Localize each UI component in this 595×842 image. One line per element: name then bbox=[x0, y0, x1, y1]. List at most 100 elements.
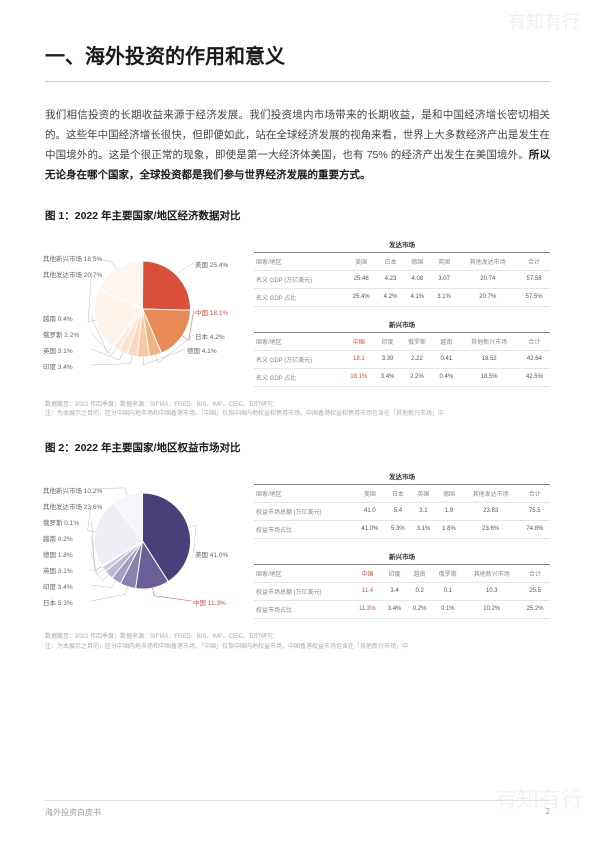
table-cell: 3.07 bbox=[431, 270, 458, 288]
table-cell: 3.4 bbox=[382, 582, 407, 600]
fig1-source-l1: 数据截至：2022 年四季度；数据来源：SIFMA、FRED、BIS、IMF、C… bbox=[45, 401, 550, 411]
table-header: 其他发达市场 bbox=[458, 253, 519, 271]
fig1-pie: 美国 25.4%中国 18.1%日本 4.2%德国 4.1%印度 3.4%英国 … bbox=[45, 235, 240, 383]
table-header: 日本 bbox=[377, 253, 404, 271]
table-header: 国家/地区 bbox=[254, 333, 343, 351]
fig2-pie: 美国 41.0%中国 11.3%日本 5.3%印度 3.4%英国 3.1%德国 … bbox=[45, 467, 240, 615]
table-header: 其他发达市场 bbox=[462, 485, 520, 503]
page-heading: 一、海外投资的作用和意义 bbox=[45, 40, 550, 82]
table-cell: 4.1% bbox=[404, 288, 431, 306]
table-header: 国家/地区 bbox=[254, 485, 355, 503]
fig2-dev-title: 发达市场 bbox=[254, 467, 550, 485]
fig1-source: 数据截至：2022 年四季度；数据来源：SIFMA、FRED、BIS、IMF、C… bbox=[45, 401, 550, 420]
table-cell: 3.4% bbox=[382, 600, 407, 618]
table-cell: 名义 GDP (万亿美元) bbox=[254, 350, 343, 368]
fig1-source-l2: 注：为本展示之目的，区分中国内地市场和中国香港市场。「中国」仅指中国内地权益和债… bbox=[45, 410, 550, 420]
table-header: 中国 bbox=[353, 565, 382, 583]
fig1-block: 美国 25.4%中国 18.1%日本 4.2%德国 4.1%印度 3.4%英国 … bbox=[45, 235, 550, 395]
table-cell: 1.8% bbox=[436, 520, 462, 538]
table-cell: 0.41 bbox=[433, 350, 459, 368]
fig1-dev-table: 国家/地区美国日本德国英国其他发达市场合计名义 GDP (万亿美元)25.464… bbox=[254, 253, 550, 307]
table-cell: 18.5% bbox=[459, 368, 518, 386]
table-cell: 权益市场总额 (万亿美元) bbox=[254, 502, 355, 520]
table-header: 美国 bbox=[345, 253, 377, 271]
footer-right: 2 bbox=[546, 807, 550, 818]
table-header: 美国 bbox=[355, 485, 385, 503]
fig2-emg-title: 新兴市场 bbox=[254, 547, 550, 565]
table-cell: 10.2% bbox=[463, 600, 520, 618]
table-cell: 2.2% bbox=[401, 368, 434, 386]
table-header: 俄罗斯 bbox=[432, 565, 463, 583]
table-header: 国家/地区 bbox=[254, 253, 345, 271]
table-cell: 3.4% bbox=[374, 368, 400, 386]
table-cell: 名义 GDP 占比 bbox=[254, 288, 345, 306]
fig2-block: 美国 41.0%中国 11.3%日本 5.3%印度 3.4%英国 3.1%德国 … bbox=[45, 467, 550, 627]
fig2-source-l2: 注：为本展示之目的，区分中国内地市场和中国香港市场。「中国」仅指中国内地权益市场… bbox=[45, 643, 550, 653]
table-header: 英国 bbox=[431, 253, 458, 271]
table-cell: 权益市场总额 (万亿美元) bbox=[254, 582, 353, 600]
table-cell: 74.8% bbox=[520, 520, 550, 538]
table-cell: 42.64 bbox=[519, 350, 550, 368]
table-cell: 20.74 bbox=[458, 270, 519, 288]
fig1-dev-title: 发达市场 bbox=[254, 235, 550, 253]
fig2-tables: 发达市场 国家/地区美国日本英国德国其他发达市场合计权益市场总额 (万亿美元)4… bbox=[254, 467, 550, 627]
table-cell: 5.4 bbox=[385, 502, 411, 520]
fig2-emg-table: 国家/地区中国印度越南俄罗斯其他新兴市场合计权益市场总额 (万亿美元)11.43… bbox=[254, 565, 550, 619]
table-cell: 1.9 bbox=[436, 502, 462, 520]
watermark-top: 有知有行 bbox=[508, 8, 580, 34]
table-cell: 25.2% bbox=[520, 600, 550, 618]
table-cell: 3.1% bbox=[411, 520, 437, 538]
fig2-source-l1: 数据截至：2022 年四季度；数据来源：SIFMA、FRED、BIS、IMF、C… bbox=[45, 633, 550, 643]
table-cell: 57.58 bbox=[518, 270, 550, 288]
table-header: 合计 bbox=[520, 565, 550, 583]
fig2-dev-table: 国家/地区美国日本英国德国其他发达市场合计权益市场总额 (万亿美元)41.05.… bbox=[254, 485, 550, 539]
table-cell: 权益市场占比 bbox=[254, 520, 355, 538]
table-cell: 0.2 bbox=[407, 582, 432, 600]
table-header: 合计 bbox=[518, 253, 550, 271]
fig1-title: 图 1：2022 年主要国家/地区经济数据对比 bbox=[45, 208, 550, 223]
table-cell: 3.1% bbox=[431, 288, 458, 306]
table-cell: 3.1 bbox=[411, 502, 437, 520]
table-cell: 25.5 bbox=[520, 582, 550, 600]
table-cell: 4.2% bbox=[377, 288, 404, 306]
table-header: 印度 bbox=[374, 333, 400, 351]
intro-paragraph: 我们相信投资的长期收益来源于经济发展。我们投资境内市场带来的长期收益，是和中国经… bbox=[45, 106, 550, 186]
table-header: 合计 bbox=[519, 333, 550, 351]
table-cell: 名义 GDP (万亿美元) bbox=[254, 270, 345, 288]
fig1-emg-title: 新兴市场 bbox=[254, 315, 550, 333]
table-cell: 23.83 bbox=[462, 502, 520, 520]
table-cell: 25.4% bbox=[345, 288, 377, 306]
table-cell: 41.0% bbox=[355, 520, 385, 538]
table-cell: 18.1 bbox=[343, 350, 374, 368]
table-header: 中国 bbox=[343, 333, 374, 351]
table-cell: 11.3% bbox=[353, 600, 382, 618]
fig2-title: 图 2：2022 年主要国家/地区权益市场对比 bbox=[45, 440, 550, 455]
fig2-source: 数据截至：2022 年四季度；数据来源：SIFMA、FRED、BIS、IMF、C… bbox=[45, 633, 550, 652]
table-cell: 5.3% bbox=[385, 520, 411, 538]
table-header: 其他新兴市场 bbox=[459, 333, 518, 351]
table-header: 日本 bbox=[385, 485, 411, 503]
table-header: 印度 bbox=[382, 565, 407, 583]
table-header: 国家/地区 bbox=[254, 565, 353, 583]
table-cell: 57.5% bbox=[518, 288, 550, 306]
table-cell: 75.5 bbox=[520, 502, 550, 520]
table-header: 其他新兴市场 bbox=[463, 565, 520, 583]
fig1-tables: 发达市场 国家/地区美国日本德国英国其他发达市场合计名义 GDP (万亿美元)2… bbox=[254, 235, 550, 395]
footer-left: 海外投资白皮书 bbox=[45, 807, 101, 818]
table-header: 合计 bbox=[520, 485, 550, 503]
table-cell: 41.0 bbox=[355, 502, 385, 520]
table-header: 英国 bbox=[411, 485, 437, 503]
table-cell: 名义 GDP 占比 bbox=[254, 368, 343, 386]
table-cell: 0.1 bbox=[432, 582, 463, 600]
table-header: 越南 bbox=[407, 565, 432, 583]
table-cell: 42.5% bbox=[519, 368, 550, 386]
table-cell: 3.39 bbox=[374, 350, 400, 368]
table-cell: 18.52 bbox=[459, 350, 518, 368]
table-header: 俄罗斯 bbox=[401, 333, 434, 351]
table-cell: 11.4 bbox=[353, 582, 382, 600]
table-header: 越南 bbox=[433, 333, 459, 351]
page-footer: 海外投资白皮书 2 bbox=[45, 800, 550, 818]
table-cell: 0.2% bbox=[407, 600, 432, 618]
table-cell: 10.3 bbox=[463, 582, 520, 600]
table-cell: 权益市场占比 bbox=[254, 600, 353, 618]
